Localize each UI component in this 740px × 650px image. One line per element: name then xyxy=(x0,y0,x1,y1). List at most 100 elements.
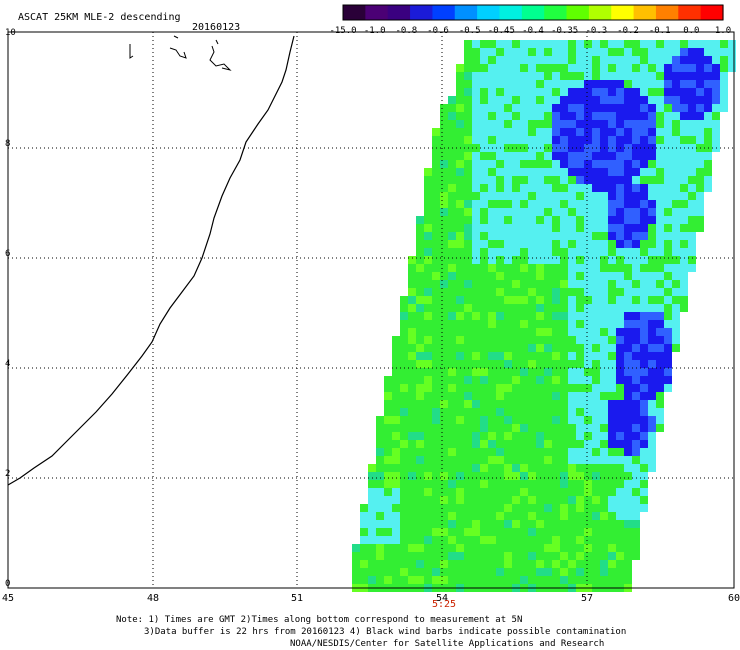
swath-cell xyxy=(360,520,368,528)
swath-cell xyxy=(560,440,568,448)
swath-cell xyxy=(456,280,464,288)
swath-cell xyxy=(600,424,608,432)
swath-cell xyxy=(384,392,392,400)
swath-cell xyxy=(656,224,664,232)
swath-cell xyxy=(552,152,560,160)
swath-cell xyxy=(408,496,416,504)
swath-cell xyxy=(392,520,400,528)
swath-cell xyxy=(464,240,472,248)
swath-cell xyxy=(584,216,592,224)
swath-cell xyxy=(584,496,592,504)
swath-cell xyxy=(552,176,560,184)
swath-cell xyxy=(568,408,576,416)
swath-cell xyxy=(480,128,488,136)
swath-cell xyxy=(696,72,704,80)
swath-cell xyxy=(680,256,688,264)
swath-cell xyxy=(616,272,624,280)
swath-cell xyxy=(656,104,664,112)
swath-cell xyxy=(456,328,464,336)
swath-cell xyxy=(544,152,552,160)
swath-cell xyxy=(496,104,504,112)
swath-cell xyxy=(360,544,368,552)
swath-cell xyxy=(584,256,592,264)
swath-cell xyxy=(496,472,504,480)
swath-cell xyxy=(432,248,440,256)
swath-cell xyxy=(608,176,616,184)
swath-cell xyxy=(696,48,704,56)
swath-cell xyxy=(560,232,568,240)
swath-cell xyxy=(544,48,552,56)
swath-cell xyxy=(496,128,504,136)
colorbar-label: -0.8 xyxy=(395,26,417,36)
swath-cell xyxy=(560,248,568,256)
swath-cell xyxy=(592,536,600,544)
swath-cell xyxy=(440,152,448,160)
swath-cell xyxy=(544,112,552,120)
swath-cell xyxy=(520,280,528,288)
swath-cell xyxy=(640,496,648,504)
swath-cell xyxy=(464,496,472,504)
swath-cell xyxy=(416,336,424,344)
swath-cell xyxy=(504,312,512,320)
swath-cell xyxy=(512,48,520,56)
swath-cell xyxy=(552,256,560,264)
y-tick-label: 10 xyxy=(5,28,16,38)
swath-cell xyxy=(584,544,592,552)
swath-cell xyxy=(488,208,496,216)
swath-cell xyxy=(560,328,568,336)
swath-cell xyxy=(392,560,400,568)
swath-cell xyxy=(616,56,624,64)
swath-cell xyxy=(408,280,416,288)
swath-cell xyxy=(488,104,496,112)
swath-cell xyxy=(600,240,608,248)
swath-cell xyxy=(448,104,456,112)
swath-cell xyxy=(480,496,488,504)
swath-cell xyxy=(528,264,536,272)
swath-cell xyxy=(600,232,608,240)
swath-cell xyxy=(624,336,632,344)
swath-cell xyxy=(664,264,672,272)
swath-cell xyxy=(584,424,592,432)
swath-cell xyxy=(464,520,472,528)
swath-cell xyxy=(448,288,456,296)
swath-cell xyxy=(488,40,496,48)
swath-cell xyxy=(544,104,552,112)
swath-cell xyxy=(384,472,392,480)
swath-cell xyxy=(456,400,464,408)
swath-cell xyxy=(616,488,624,496)
swath-cell xyxy=(560,216,568,224)
swath-cell xyxy=(608,312,616,320)
swath-cell xyxy=(576,424,584,432)
swath-cell xyxy=(408,544,416,552)
swath-cell xyxy=(504,64,512,72)
swath-cell xyxy=(696,96,704,104)
swath-cell xyxy=(360,552,368,560)
swath-cell xyxy=(632,376,640,384)
swath-cell xyxy=(536,216,544,224)
swath-cell xyxy=(600,216,608,224)
swath-cell xyxy=(392,456,400,464)
swath-cell xyxy=(560,40,568,48)
swath-cell xyxy=(552,192,560,200)
swath-cell xyxy=(488,384,496,392)
swath-cell xyxy=(608,304,616,312)
colorbar-label: -0.2 xyxy=(617,26,639,36)
swath-cell xyxy=(472,272,480,280)
swath-cell xyxy=(552,320,560,328)
swath-cell xyxy=(552,344,560,352)
swath-cell xyxy=(416,416,424,424)
swath-cell xyxy=(680,152,688,160)
swath-cell xyxy=(688,232,696,240)
swath-cell xyxy=(472,536,480,544)
swath-cell xyxy=(648,176,656,184)
swath-cell xyxy=(624,400,632,408)
swath-cell xyxy=(480,328,488,336)
swath-cell xyxy=(496,88,504,96)
swath-cell xyxy=(528,240,536,248)
swath-cell xyxy=(560,312,568,320)
coastline xyxy=(7,35,295,486)
x-tick-label: 60 xyxy=(728,593,740,604)
swath-cell xyxy=(584,560,592,568)
swath-cell xyxy=(456,480,464,488)
swath-cell xyxy=(608,224,616,232)
